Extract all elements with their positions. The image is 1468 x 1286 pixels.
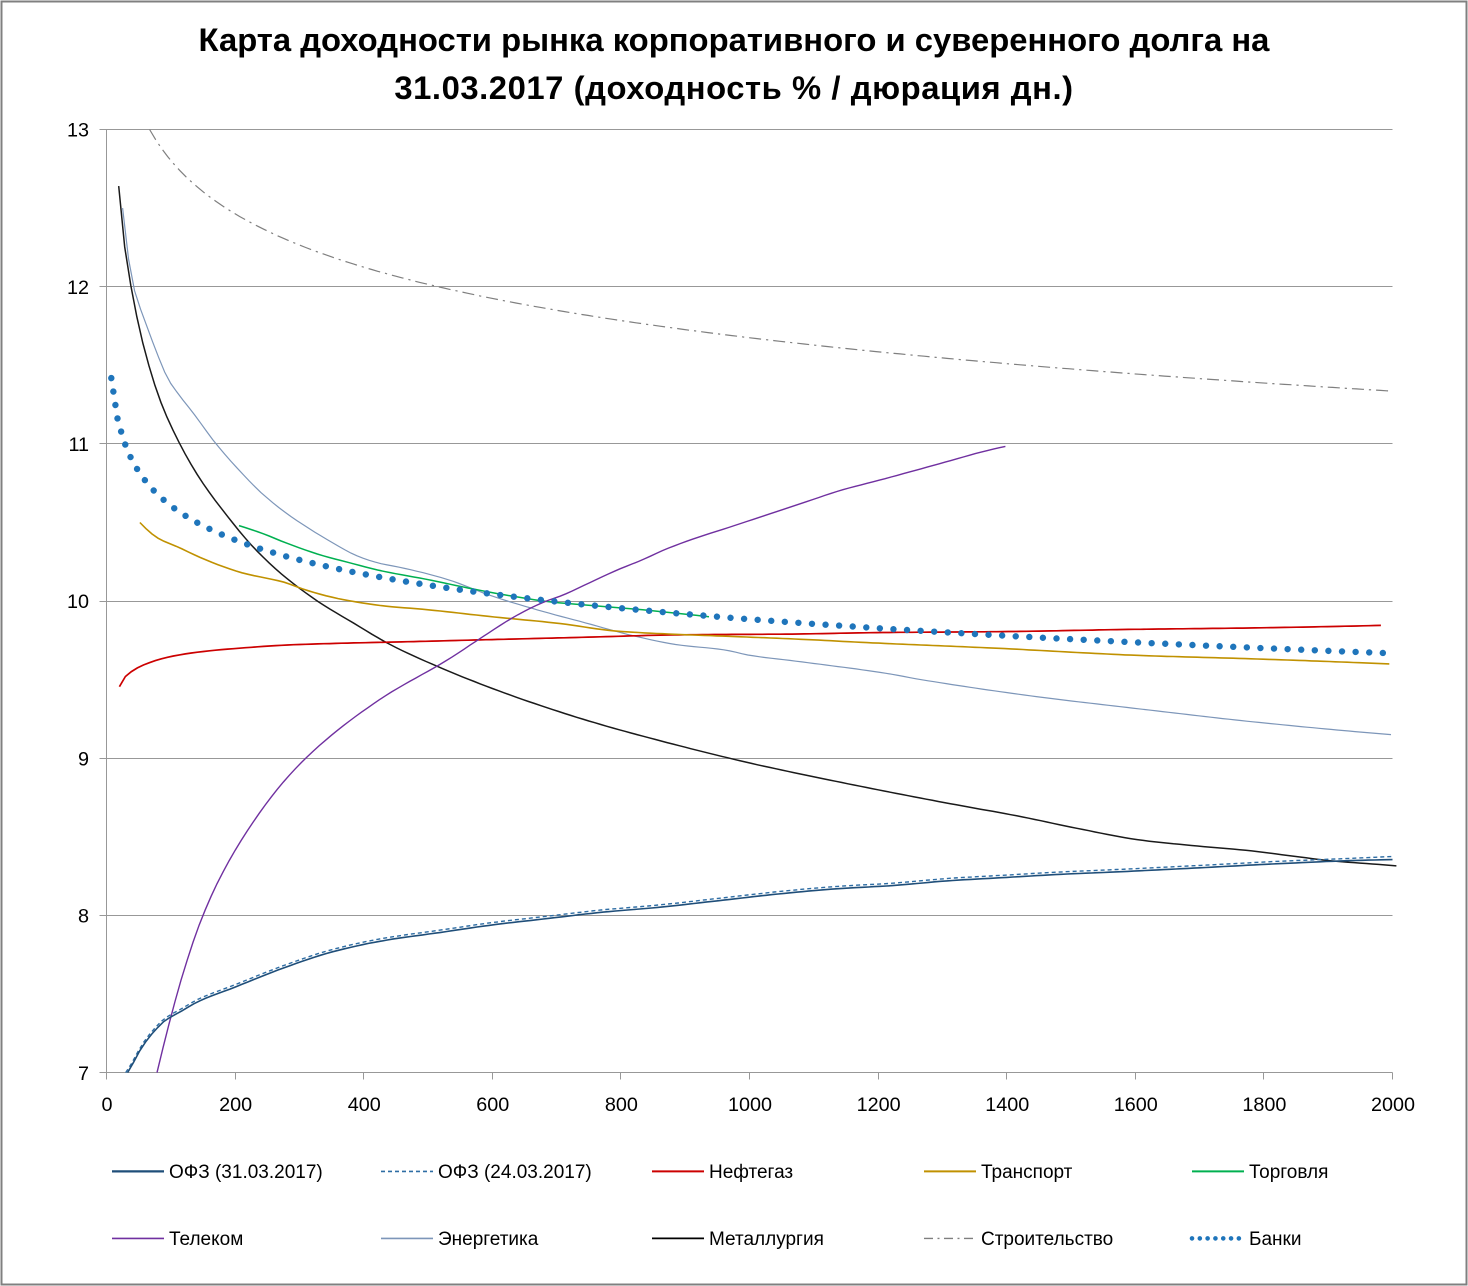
svg-text:1800: 1800 <box>1242 1094 1286 1116</box>
svg-text:12: 12 <box>67 277 89 299</box>
svg-text:10: 10 <box>67 591 89 613</box>
svg-text:Торговля: Торговля <box>1249 1162 1328 1183</box>
svg-text:Энергетика: Энергетика <box>438 1229 539 1250</box>
svg-text:2000: 2000 <box>1371 1094 1415 1116</box>
svg-text:600: 600 <box>476 1094 509 1116</box>
svg-text:9: 9 <box>78 748 89 770</box>
svg-text:ОФЗ (24.03.2017): ОФЗ (24.03.2017) <box>438 1162 592 1183</box>
svg-text:8: 8 <box>78 906 89 928</box>
svg-text:13: 13 <box>67 120 89 142</box>
svg-text:1000: 1000 <box>728 1094 772 1116</box>
svg-text:7: 7 <box>78 1063 89 1085</box>
svg-text:11: 11 <box>68 434 89 456</box>
svg-text:Нефтегаз: Нефтегаз <box>709 1162 793 1183</box>
svg-text:200: 200 <box>219 1094 252 1116</box>
svg-text:Телеком: Телеком <box>169 1229 243 1250</box>
svg-text:1200: 1200 <box>857 1094 901 1116</box>
svg-text:31.03.2017 (доходность % / дюр: 31.03.2017 (доходность % / дюрация дн.) <box>394 69 1073 106</box>
svg-text:0: 0 <box>101 1094 112 1116</box>
svg-text:1400: 1400 <box>985 1094 1029 1116</box>
svg-text:Банки: Банки <box>1249 1229 1301 1250</box>
svg-text:ОФЗ (31.03.2017): ОФЗ (31.03.2017) <box>169 1162 323 1183</box>
svg-text:Строительство: Строительство <box>981 1229 1113 1250</box>
svg-text:Металлургия: Металлургия <box>709 1229 824 1250</box>
svg-text:Транспорт: Транспорт <box>981 1162 1073 1183</box>
svg-text:1600: 1600 <box>1114 1094 1158 1116</box>
svg-text:800: 800 <box>605 1094 638 1116</box>
svg-text:400: 400 <box>348 1094 381 1116</box>
svg-text:Карта доходности рынка корпора: Карта доходности рынка корпоративного и … <box>199 21 1271 58</box>
